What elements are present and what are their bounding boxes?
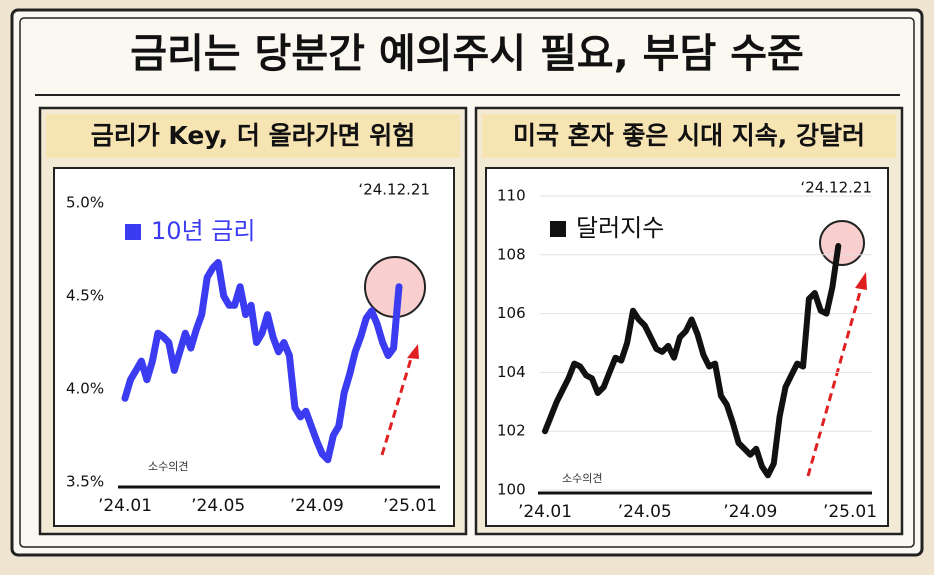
source-label: 소수의견 — [562, 472, 602, 485]
y-tick-label: 5.0% — [66, 194, 104, 212]
y-tick-label: 100 — [497, 481, 526, 499]
date-annotation: ‘24.12.21 — [358, 181, 430, 199]
left-panel-frame — [38, 106, 468, 536]
y-tick-label: 3.5% — [66, 473, 104, 491]
y-tick-label: 108 — [497, 245, 526, 263]
y-tick-label: 104 — [497, 363, 526, 381]
arrow-head — [855, 272, 867, 290]
page-title: 금리는 당분간 예의주시 필요, 부담 수준 — [130, 31, 804, 77]
panel-header — [482, 114, 896, 158]
x-tick-label: ’24.01 — [98, 496, 152, 516]
y-tick-label: 110 — [497, 187, 526, 205]
data-line — [542, 243, 842, 479]
y-tick-label: 102 — [497, 422, 526, 440]
trend-arrow — [380, 351, 415, 456]
x-tick-label: ’24.05 — [618, 502, 672, 522]
panel-title: 미국 혼자 좋은 시대 지속, 강달러 — [513, 121, 865, 150]
highlight-circle — [819, 220, 865, 266]
data-line — [121, 259, 403, 464]
legend-swatch — [125, 224, 141, 240]
panel-header — [46, 114, 460, 158]
inner-frame — [19, 17, 915, 548]
legend-label: 10년 금리 — [151, 217, 255, 245]
x-tick-label: ’24.01 — [518, 502, 572, 522]
panel-title: 금리가 Key, 더 올라가면 위험 — [91, 121, 416, 150]
y-tick-label: 4.5% — [66, 287, 104, 305]
plot-area — [485, 167, 889, 527]
x-tick-label: ’25.01 — [383, 496, 437, 516]
legend-label: 달러지수 — [576, 214, 664, 242]
trend-arrow — [806, 284, 864, 477]
date-annotation: ‘24.12.21 — [800, 179, 872, 197]
x-tick-label: ’24.05 — [191, 496, 245, 516]
x-tick-label: ’24.09 — [723, 502, 777, 522]
legend-swatch — [550, 221, 566, 237]
x-tick-label: ’25.01 — [823, 502, 877, 522]
x-tick-label: ’24.09 — [290, 496, 344, 516]
arrow-head — [407, 344, 419, 359]
y-tick-label: 106 — [497, 304, 526, 322]
y-tick-label: 4.0% — [66, 380, 104, 398]
source-label: 소수의견 — [148, 460, 188, 473]
